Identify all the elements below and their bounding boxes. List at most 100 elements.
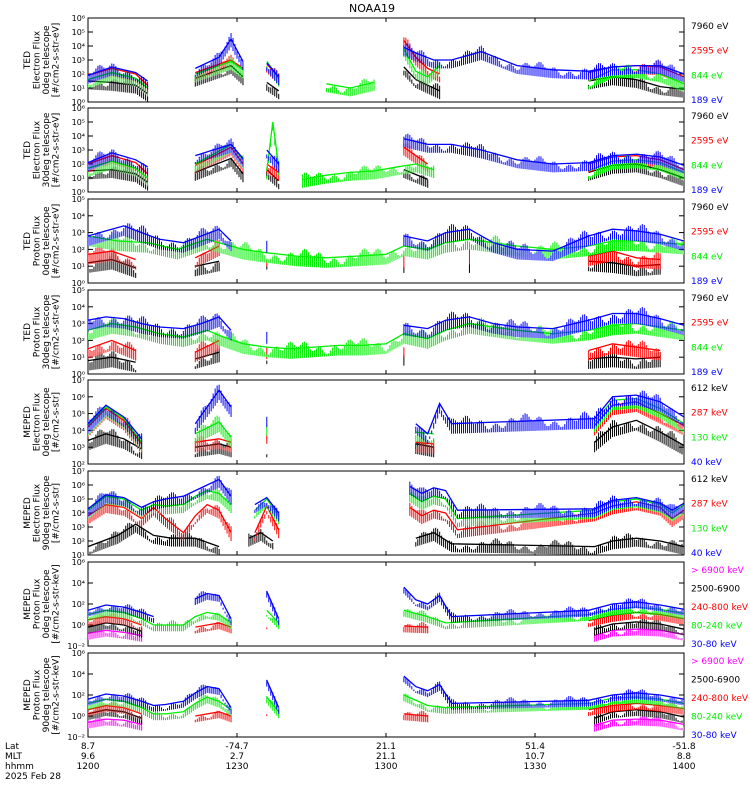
y-axis-label-line: [#/cm2-s-str-eV]	[52, 204, 62, 279]
y-tick-label: 10³	[72, 320, 85, 329]
y-axis-label-line: 0deg telescope	[42, 569, 52, 639]
series-line	[588, 343, 661, 352]
y-tick-label: 10⁶	[72, 481, 85, 490]
legend-entry: 40 keV	[691, 549, 723, 559]
series-layer	[88, 307, 684, 373]
y-axis-label-line: TED	[23, 141, 33, 160]
series-line	[266, 121, 280, 172]
series-line	[594, 419, 684, 447]
series-line	[88, 404, 143, 440]
legend-entry: 130 keV	[691, 524, 728, 534]
panel-frame	[87, 107, 685, 193]
legend-entry: 844 eV	[691, 71, 724, 81]
series-red	[88, 338, 661, 363]
y-tick-label: 10³	[72, 56, 85, 65]
y-axis-label-line: TED	[23, 232, 33, 251]
series-line	[403, 48, 441, 78]
y-tick-label: 10⁰	[72, 279, 85, 288]
series-line	[266, 81, 280, 92]
legend-entry: 30-80 keV	[691, 640, 737, 650]
y-tick-label: 10⁵	[72, 286, 85, 295]
legend-entry: > 6900 keV	[691, 566, 745, 576]
y-axis-label-line: 0deg telescope	[42, 387, 52, 457]
y-axis-label-line: TED	[23, 323, 33, 342]
legend-entry: 2500-6900	[691, 585, 740, 595]
legend-entry: 844 eV	[691, 252, 724, 262]
series-line	[88, 250, 136, 261]
series-layer	[88, 121, 684, 191]
y-tick-label: 10¹	[72, 84, 85, 93]
series-line	[415, 443, 434, 448]
y-axis-label-line: Electron Flux	[33, 483, 43, 542]
y-axis-label-line: MEPED	[23, 406, 33, 438]
legend-entry: 2595 eV	[691, 228, 729, 238]
y-axis-label-line: TED	[23, 51, 33, 70]
series-line	[88, 523, 220, 548]
series-line	[415, 431, 434, 435]
series-line	[88, 225, 232, 244]
y-axis-label-line: MEPED	[23, 588, 33, 620]
series-blue	[88, 307, 684, 344]
panel-7: 10⁶ 10⁴ 10² 10⁰ 10⁻² MEPED Proton Flux 0deg tel…	[23, 558, 749, 651]
legend-entry: 130 keV	[691, 433, 728, 443]
legend-entry: 7960 eV	[691, 22, 729, 32]
y-tick-label: 10¹	[72, 353, 85, 362]
y-tick-label: 10⁴	[72, 303, 85, 312]
y-axis-label-line: 0deg telescope	[42, 25, 52, 95]
series-layer	[88, 384, 684, 459]
series-line	[88, 604, 154, 618]
y-tick-label: 10⁵	[72, 28, 85, 37]
y-tick-label: 10²	[72, 336, 85, 345]
y-tick-label: 10⁻²	[67, 642, 85, 651]
y-tick-label: 10²	[72, 537, 85, 546]
legend-entry: 2595 eV	[691, 137, 729, 147]
series-line	[403, 146, 429, 165]
series-line	[415, 394, 684, 435]
y-axis-label-line: MEPED	[23, 497, 33, 529]
legend-entry: 2595 eV	[691, 319, 729, 329]
y-tick-label: 10⁴	[72, 579, 85, 588]
legend-entry: 7960 eV	[691, 294, 729, 304]
panel-1: 10⁶ 10⁵ 10⁴ 10³ 10² 10¹ 10⁰ TED Electron Flux 0de…	[23, 14, 729, 107]
series-black	[88, 522, 684, 555]
y-tick-label: 10⁴	[72, 132, 85, 141]
y-axis-label-line: [#/cm2-s-str-keV]	[52, 564, 62, 643]
series-blue	[88, 586, 684, 625]
series-line	[194, 388, 232, 425]
series-line	[88, 478, 232, 510]
legend-entry: 189 eV	[691, 277, 724, 287]
series-line	[195, 592, 232, 619]
y-tick-label: 10⁰	[72, 621, 85, 630]
series-blue	[88, 133, 684, 176]
series-line	[403, 46, 684, 75]
legend-entry: 7960 eV	[691, 203, 729, 213]
series-line	[88, 356, 136, 363]
series-line	[88, 629, 142, 637]
y-tick-label: 10⁵	[72, 495, 85, 504]
panel-frame	[87, 17, 685, 103]
y-axis-label-line: Electron Flux	[33, 392, 43, 451]
series-line	[403, 625, 428, 628]
y-tick-label: 10⁴	[72, 509, 85, 518]
legend-entry: 40 keV	[691, 458, 723, 468]
series-layer	[88, 33, 684, 102]
series-line	[326, 81, 375, 89]
y-tick-label: 10⁰	[72, 188, 85, 197]
y-axis-label-line: 0deg telescope	[42, 206, 52, 276]
y-axis-label-line: Electron Flux	[33, 30, 43, 89]
y-tick-label: 10²	[72, 70, 85, 79]
series-layer	[88, 475, 684, 555]
y-tick-label: 10⁷	[72, 467, 85, 476]
y-tick-label: 10²	[72, 245, 85, 254]
series-line	[588, 250, 661, 261]
y-tick-label: 10³	[72, 229, 85, 238]
y-tick-label: 10⁰	[72, 370, 85, 379]
y-axis-label-line: Proton Flux	[33, 215, 43, 266]
legend-entry: 80-240 keV	[691, 622, 743, 632]
legend-entry: 844 eV	[691, 343, 724, 353]
y-axis-label-line: [#/cm2-s-str-eV]	[52, 23, 62, 98]
series-line	[415, 441, 434, 445]
series-blue	[88, 475, 684, 522]
